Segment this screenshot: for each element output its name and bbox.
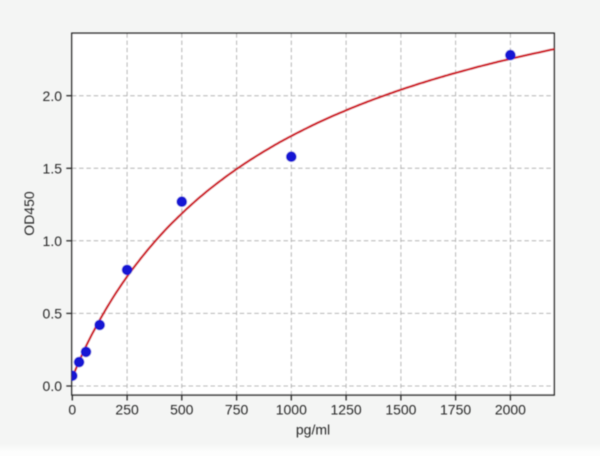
svg-text:750: 750 xyxy=(225,402,249,418)
svg-text:1750: 1750 xyxy=(440,402,471,418)
svg-text:1.5: 1.5 xyxy=(43,160,63,176)
svg-text:2.0: 2.0 xyxy=(43,88,63,104)
svg-text:1.0: 1.0 xyxy=(43,233,63,249)
svg-text:0: 0 xyxy=(68,402,76,418)
svg-text:1000: 1000 xyxy=(276,402,307,418)
svg-text:1500: 1500 xyxy=(385,402,416,418)
svg-text:OD450: OD450 xyxy=(21,191,37,236)
svg-text:2000: 2000 xyxy=(495,402,526,418)
svg-text:0.5: 0.5 xyxy=(43,306,63,322)
svg-text:500: 500 xyxy=(170,402,194,418)
svg-text:pg/ml: pg/ml xyxy=(296,422,330,438)
svg-text:0.0: 0.0 xyxy=(43,378,63,394)
svg-text:1250: 1250 xyxy=(331,402,362,418)
svg-text:250: 250 xyxy=(115,402,139,418)
